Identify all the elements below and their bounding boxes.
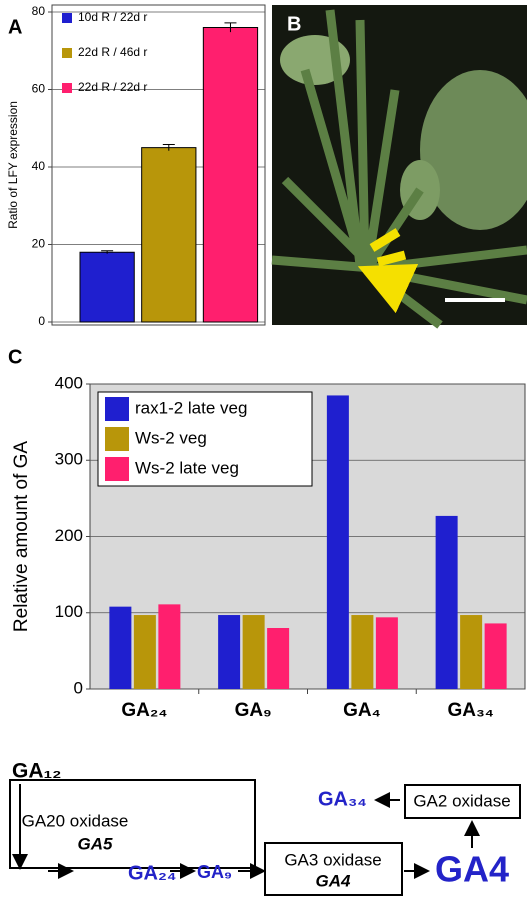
y-axis-label: Relative amount of GA	[11, 441, 32, 632]
bar	[218, 615, 241, 689]
bar	[242, 615, 265, 689]
y-tick-label: 40	[32, 159, 46, 173]
error-bar	[224, 22, 237, 33]
bar	[375, 617, 398, 689]
x-tick-label: GA₄	[343, 700, 381, 721]
photo: B	[271, 5, 527, 329]
legend-label: Ws-2 late veg	[135, 458, 239, 477]
bar	[141, 147, 197, 323]
y-tick-label: 400	[55, 373, 83, 392]
error-bar	[101, 250, 114, 254]
product-label: GA4	[435, 849, 509, 890]
bar	[202, 27, 259, 323]
y-tick-label: 0	[38, 314, 45, 328]
bar	[158, 604, 181, 689]
y-tick-label: 60	[32, 82, 46, 96]
enzyme-label: GA2 oxidase	[413, 791, 510, 810]
y-tick-label: 20	[32, 237, 46, 251]
enzyme-label: GA3 oxidase	[284, 850, 381, 869]
panel-label: C	[8, 346, 22, 368]
node-label: GA₃₄	[318, 788, 367, 810]
x-tick-label: GA₃₄	[447, 700, 493, 721]
legend-swatch	[105, 457, 129, 481]
bar	[79, 251, 135, 323]
y-tick-label: 0	[74, 678, 83, 697]
pathway: GA₁₂ GA20 oxidase GA5 GA₂₄ GA₉ GA3 oxida…	[9, 760, 521, 896]
bar	[484, 623, 507, 689]
enzyme-label: GA20 oxidase	[22, 811, 129, 830]
legend-label: 22d R / 46d r	[78, 45, 147, 59]
node-label: GA₂₄	[128, 862, 176, 884]
legend-swatch	[62, 13, 72, 23]
y-tick-label: 100	[55, 602, 83, 621]
gene-label: GA5	[78, 834, 114, 853]
node-label: GA₉	[197, 862, 232, 882]
bar	[133, 615, 156, 689]
panel-label: B	[287, 13, 301, 35]
legend-box	[97, 391, 313, 487]
panel-label: A	[8, 16, 22, 38]
legend-swatch	[62, 83, 72, 93]
bar	[267, 628, 290, 689]
bar	[460, 615, 483, 689]
y-axis-label: Ratio of LFY expression	[6, 101, 20, 229]
error-bar	[162, 144, 175, 151]
gene-label: GA4	[316, 871, 352, 890]
legend-swatch	[105, 427, 129, 451]
bar	[326, 395, 349, 689]
y-tick-label: 80	[32, 4, 46, 18]
x-tick-label: GA₂₄	[121, 700, 167, 721]
node-label: GA₁₂	[12, 760, 62, 783]
bar	[109, 606, 132, 689]
x-tick-label: GA₉	[235, 700, 272, 721]
bar	[435, 515, 458, 689]
legend-label: rax1-2 late veg	[135, 398, 247, 417]
legend-label: 10d R / 22d r	[78, 10, 147, 24]
legend-swatch	[105, 397, 129, 421]
legend-swatch	[62, 48, 72, 58]
y-tick-label: 200	[55, 526, 83, 545]
legend-label: 22d R / 22d r	[78, 80, 147, 94]
bar	[351, 615, 374, 689]
legend-label: Ws-2 veg	[135, 428, 207, 447]
y-tick-label: 300	[55, 450, 83, 469]
